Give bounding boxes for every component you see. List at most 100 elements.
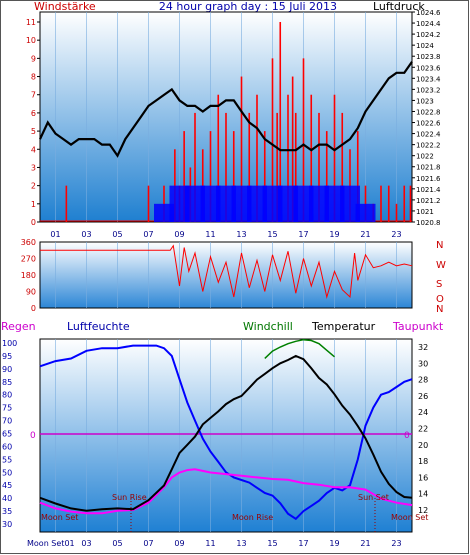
wind-bar xyxy=(409,185,412,222)
pressure-axis-ticks: 1020.8 1021 1021.2 1021.4 1021.6 1021.8 1022 10… xyxy=(412,9,441,227)
temperature-tick-label: 32 xyxy=(418,343,428,352)
direction-grid xyxy=(55,242,397,308)
pressure-tick-label: 1024.4 xyxy=(416,20,441,28)
bottom-hour-label: 05 xyxy=(112,539,122,548)
bottom-hour-label: 07 xyxy=(143,539,153,548)
pressure-tick-label: 1023.6 xyxy=(416,64,441,72)
direction-tick-label: 90 xyxy=(26,288,36,297)
direction-line xyxy=(40,244,413,299)
humidity-tick-label: 55 xyxy=(2,455,12,464)
temperature-tick-label: 16 xyxy=(418,473,428,482)
wind-bar xyxy=(387,185,390,222)
wind-bar xyxy=(349,149,351,222)
pressure-title: Luftdruck xyxy=(373,0,425,13)
pressure-tick-label: 1021.2 xyxy=(416,197,441,205)
direction-tick-label: 0 xyxy=(31,304,36,313)
wind-bar xyxy=(287,94,289,222)
humidity-tick-label: 70 xyxy=(2,417,12,426)
moon-set-right: Moon Set xyxy=(391,513,428,522)
luftfeuchte-label: Luftfeuchte xyxy=(67,320,130,333)
compass-label: N xyxy=(436,304,443,315)
temperature-tick-label: 18 xyxy=(418,457,428,466)
windchill-line xyxy=(264,338,335,359)
hour-axis: 01 03 05 07 09 11 13 15 17 19 21 23 xyxy=(50,230,401,239)
humidity-tick-label: 35 xyxy=(2,507,12,516)
regen-label: Regen xyxy=(1,320,36,333)
gust-bar xyxy=(340,185,360,222)
temperature-axis-ticks: 12 14 16 18 20 22 24 26 28 30 32 xyxy=(418,343,428,515)
pressure-tick-label: 1021.4 xyxy=(416,186,441,194)
wind-bar xyxy=(271,58,274,223)
pressure-tick-label: 1020.8 xyxy=(416,219,441,227)
sun-set: Sun Set xyxy=(358,493,389,502)
hour-label: 13 xyxy=(236,230,246,239)
direction-tick-label: 270 xyxy=(21,255,36,264)
bottom-hour-label: 15 xyxy=(267,539,277,548)
bottom-hour-label: 11 xyxy=(205,539,215,548)
wind-tick-label: 0 xyxy=(31,218,36,227)
wind-bar xyxy=(294,112,297,222)
hour-label: 11 xyxy=(205,230,215,239)
humidity-tick-label: 90 xyxy=(2,365,12,374)
wind-bar xyxy=(248,112,251,222)
hour-label: 17 xyxy=(298,230,308,239)
bottom-hour-first: Moon Set01 xyxy=(27,539,75,548)
gust-bar xyxy=(355,203,376,222)
sun-rise: Sun Rise xyxy=(112,493,147,502)
pressure-tick-label: 1024.2 xyxy=(416,31,441,39)
wind-bar xyxy=(174,149,176,222)
bottom-plot-area xyxy=(39,338,413,533)
wind-tick-label: 11 xyxy=(26,18,36,27)
direction-tick-label: 180 xyxy=(21,271,36,280)
humidity-tick-label: 50 xyxy=(2,468,12,477)
bottom-hour-label: 23 xyxy=(391,539,401,548)
humidity-line xyxy=(39,344,413,521)
gust-bar xyxy=(200,185,221,222)
humidity-tick-label: 45 xyxy=(2,481,12,490)
humidity-tick-label: 100 xyxy=(2,339,17,348)
pressure-tick-label: 1024.6 xyxy=(416,9,441,17)
wind-bar xyxy=(318,112,320,222)
humidity-tick-label: 80 xyxy=(2,391,12,400)
humidity-tick-label: 60 xyxy=(2,442,12,451)
gust-bar xyxy=(293,185,314,222)
wind-bar xyxy=(217,94,220,222)
hour-label: 23 xyxy=(391,230,401,239)
gust-bar xyxy=(278,185,298,222)
wind-bar xyxy=(240,76,243,222)
pressure-tick-label: 1022.8 xyxy=(416,108,441,116)
dewpoint-line xyxy=(39,468,413,515)
wind-axis-ticks: 0 1 2 3 4 5 6 7 8 9 10 11 xyxy=(26,18,40,227)
compass-label: S xyxy=(436,279,442,290)
temperature-line xyxy=(39,354,413,512)
wind-bar xyxy=(341,112,344,222)
wind-bar xyxy=(201,149,204,222)
wind-bar xyxy=(380,185,382,222)
temperature-tick-label: 24 xyxy=(418,408,428,417)
wind-bar xyxy=(279,22,282,222)
humidity-tick-label: 95 xyxy=(2,352,12,361)
pressure-tick-label: 1023.4 xyxy=(416,75,441,83)
wind-bar xyxy=(403,185,406,222)
pressure-tick-label: 1021.6 xyxy=(416,175,441,183)
direction-plot-area xyxy=(39,241,413,309)
pressure-tick-label: 1021 xyxy=(416,208,434,216)
wind-title: Windstärke xyxy=(34,0,96,13)
gust-bar xyxy=(324,185,345,222)
wind-bar xyxy=(302,58,305,223)
pressure-tick-label: 1022 xyxy=(416,153,434,161)
wind-bar xyxy=(147,185,150,222)
humidity-tick-label: 30 xyxy=(2,520,12,529)
gust-bar xyxy=(231,185,252,222)
temperature-tick-label: 12 xyxy=(418,506,428,515)
pressure-tick-label: 1023.2 xyxy=(416,86,441,94)
gust-bar xyxy=(185,185,205,222)
hour-label: 21 xyxy=(360,230,370,239)
hour-label: 09 xyxy=(174,230,184,239)
wind-bar xyxy=(263,131,266,222)
wind-bar xyxy=(194,112,196,222)
hour-label: 07 xyxy=(143,230,153,239)
pressure-tick-label: 1023.8 xyxy=(416,53,441,61)
